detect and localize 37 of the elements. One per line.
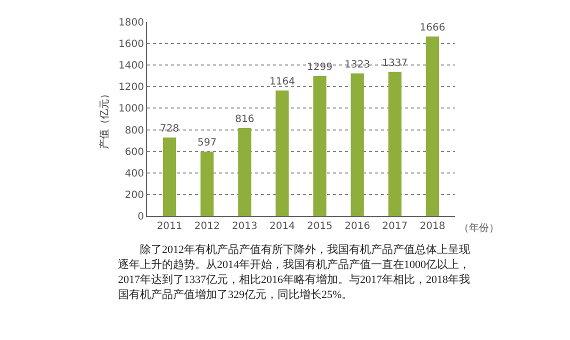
y-tick-label: 600	[124, 146, 144, 158]
x-axis-title: （年份）	[459, 222, 499, 234]
bar	[238, 128, 252, 216]
y-tick-label: 0	[138, 212, 144, 222]
x-tick-label: 2018	[420, 221, 446, 232]
data-label: 728	[160, 124, 180, 135]
data-label: 1337	[382, 58, 408, 69]
bar	[313, 76, 326, 216]
bar	[200, 152, 214, 216]
x-tick-label: 2016	[344, 221, 370, 232]
data-label: 597	[198, 138, 217, 149]
y-tick-label: 1400	[118, 60, 144, 72]
y-tick-label: 800	[124, 125, 144, 136]
y-axis-title: 产值（亿元）	[98, 89, 111, 149]
bar	[350, 73, 364, 216]
x-tick-label: 2014	[269, 221, 295, 232]
bar	[162, 138, 176, 216]
x-tick-label: 2011	[156, 221, 182, 232]
data-label: 1164	[269, 76, 295, 88]
bar	[426, 36, 440, 216]
x-tick-label: 2017	[382, 221, 408, 232]
bar	[388, 72, 402, 216]
text: 除了2012年有机产品产值有所下降外，我国有机产品产值总体上呈现逐年上升的趋势。从2014年开始，我国有机产品产值一直在1000亿以上，2017年达到了1337亿元，相比2016年略有增加。与2017年相比，2018年我国有机产品产值增加了329亿元，同比增长25%。	[118, 243, 471, 303]
data-label: 816	[235, 114, 254, 126]
y-tick-label: 1200	[118, 82, 144, 94]
y-tick-label: 200	[124, 190, 144, 201]
data-label: 1323	[344, 59, 370, 70]
x-tick-label: 2013	[232, 221, 258, 232]
data-label: 1666	[420, 22, 446, 34]
x-tick-label: 2012	[194, 221, 220, 232]
y-tick-label: 1800	[118, 18, 144, 28]
y-tick-label: 1000	[118, 104, 144, 115]
bar	[276, 90, 289, 216]
y-tick-label: 400	[124, 168, 144, 180]
y-tick-label: 1600	[118, 39, 144, 50]
data-label: 1299	[307, 62, 333, 73]
x-tick-label: 2015	[307, 221, 333, 232]
